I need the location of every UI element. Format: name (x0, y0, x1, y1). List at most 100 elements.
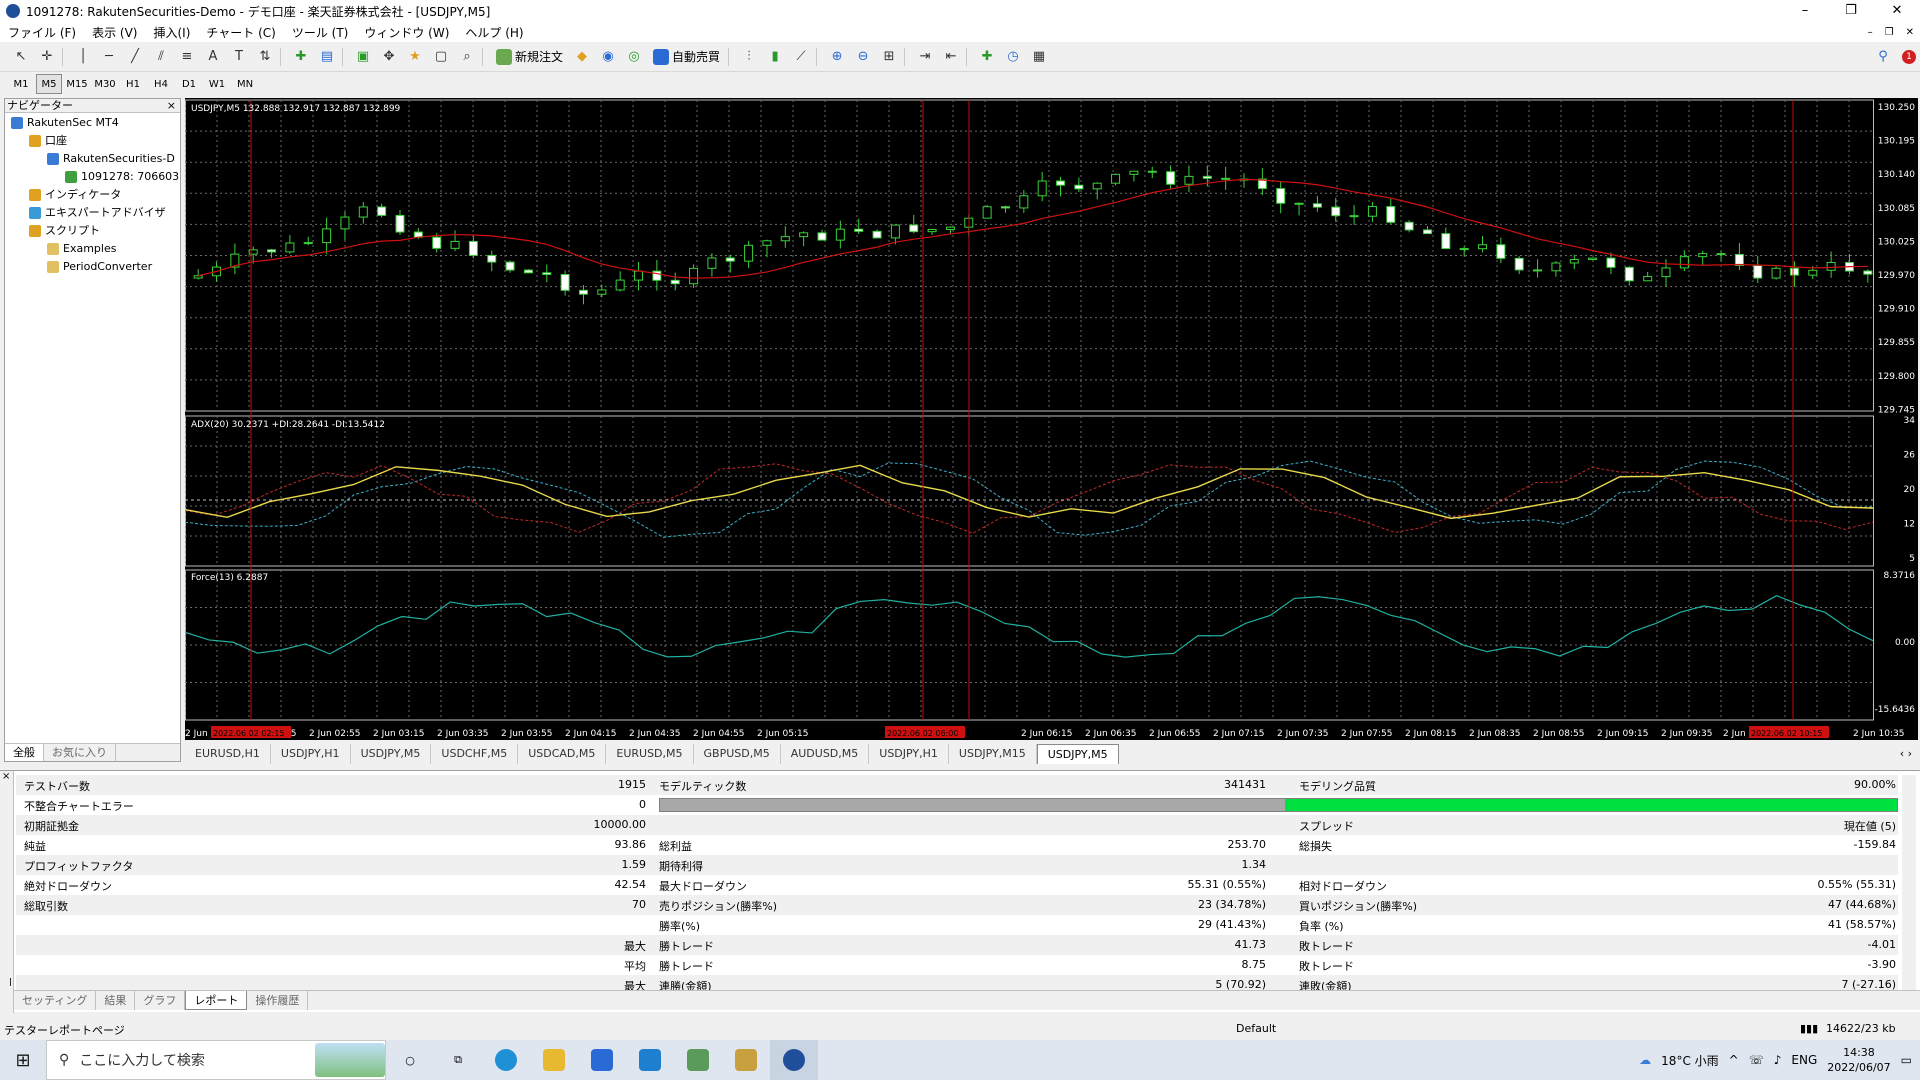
tester-icon[interactable]: ⌕ (463, 49, 471, 64)
chart-shift-icon[interactable]: ⇤ (945, 49, 957, 64)
new-order-button[interactable]: 新規注文 (492, 46, 567, 68)
tester-tab[interactable]: 操作履歴 (247, 991, 309, 1010)
chart-tab[interactable]: USDJPY,M15 (949, 744, 1037, 764)
lang-indicator[interactable]: ENG (1791, 1053, 1818, 1067)
mdi-restore-icon[interactable]: ❐ (1884, 26, 1894, 38)
tree-item[interactable]: インディケータ (29, 187, 121, 203)
zoom-in-icon[interactable]: ⊕ (831, 49, 843, 64)
search-icon[interactable]: ⚲ (1878, 49, 1888, 64)
timeframe-d1[interactable]: D1 (181, 79, 197, 90)
menu-item-5[interactable]: ウィンドウ (W) (364, 25, 450, 40)
tree-item[interactable]: 1091278: 706603 (65, 169, 179, 185)
tree-item[interactable]: エキスパートアドバイザ (29, 205, 166, 221)
timeframe-h4[interactable]: H4 (154, 79, 168, 90)
mdi-close-icon[interactable]: ✕ (1905, 26, 1914, 38)
tree-item[interactable]: RakutenSec MT4 (11, 115, 119, 131)
indicators-icon[interactable]: ✚ (981, 49, 993, 64)
chart-tab[interactable]: USDJPY,H1 (271, 744, 351, 764)
label-icon[interactable]: T (235, 49, 243, 64)
tester-tab[interactable]: レポート (185, 991, 248, 1010)
navigator-close-icon[interactable]: × (166, 99, 176, 112)
task-view-icon[interactable]: ⧉ (454, 1053, 462, 1066)
menu-item-2[interactable]: 挿入(I) (153, 25, 191, 40)
timeframe-w1[interactable]: W1 (208, 79, 226, 90)
tile-windows-icon[interactable]: ⊞ (883, 49, 895, 64)
timeframe-h1[interactable]: H1 (126, 79, 140, 90)
minimize-button[interactable]: – (1801, 3, 1809, 18)
report-scrollbar[interactable] (1902, 775, 1916, 995)
channel-icon[interactable]: ⫽ (158, 49, 164, 64)
menu-item-6[interactable]: ヘルプ (H) (465, 25, 524, 40)
action-center-icon[interactable]: ▭ (1900, 1053, 1912, 1067)
chart-tab[interactable]: USDJPY,M5 (351, 744, 432, 764)
tray-chevron-icon[interactable]: ^ (1728, 1053, 1739, 1067)
volume-icon[interactable]: ♪ (1773, 1053, 1782, 1067)
chart-tab[interactable]: USDCAD,M5 (518, 744, 607, 764)
network-icon[interactable]: ☏ (1748, 1053, 1764, 1067)
horizontal-line-icon[interactable]: ─ (105, 49, 113, 64)
menu-item-4[interactable]: ツール (T) (291, 25, 349, 40)
autoscroll-icon[interactable]: ⇥ (919, 49, 931, 64)
signals-icon[interactable]: ◉ (602, 49, 614, 64)
new-chart-icon[interactable]: ✚ (295, 49, 307, 64)
tree-item[interactable]: PeriodConverter (47, 259, 152, 275)
periods-icon[interactable]: ◷ (1007, 49, 1019, 64)
edge-icon[interactable] (482, 1040, 530, 1080)
price-chart[interactable]: USDJPY,M5 132.888 132.917 132.887 132.89… (185, 98, 1918, 740)
tree-item[interactable]: RakutenSecurities-D (47, 151, 175, 167)
trendline-icon[interactable]: ╱ (131, 49, 139, 64)
tester-close-icon[interactable]: × (2, 771, 11, 782)
chart-tab[interactable]: USDJPY,M5 (1036, 744, 1119, 764)
mt4-icon[interactable] (770, 1040, 818, 1080)
clock[interactable]: 14:38 2022/06/07 (1827, 1045, 1890, 1075)
timeframe-mn[interactable]: MN (236, 79, 254, 90)
auto-trade-button[interactable]: 自動売買 (649, 46, 724, 68)
line-chart-icon[interactable]: ⟋ (796, 49, 806, 64)
timeframe-m15[interactable]: M15 (66, 79, 88, 90)
tree-item[interactable]: Examples (47, 241, 116, 257)
chart-tab[interactable]: GBPUSD,M5 (694, 744, 781, 764)
candlestick-icon[interactable]: ▮ (771, 49, 779, 64)
tree-item[interactable]: スクリプト (29, 223, 100, 239)
tab-general[interactable]: 全般 (5, 744, 44, 761)
chart-tab[interactable]: USDCHF,M5 (431, 744, 519, 764)
notifications-icon[interactable]: 1 (1898, 46, 1920, 68)
chart-tab[interactable]: AUDUSD,M5 (781, 744, 870, 764)
profiles-icon[interactable]: ▤ (320, 49, 334, 64)
chart-window[interactable]: USDJPY,M5 132.888 132.917 132.887 132.89… (185, 98, 1918, 740)
tree-item[interactable]: 口座 (29, 133, 67, 149)
tablet-app-icon[interactable] (674, 1040, 722, 1080)
text-icon[interactable]: A (208, 49, 218, 64)
chart-tab[interactable]: EURUSD,M5 (606, 744, 694, 764)
templates-icon[interactable]: ▦ (1032, 49, 1046, 64)
timeframe-m1[interactable]: M1 (13, 79, 29, 90)
terminal-icon[interactable]: ▢ (434, 49, 448, 64)
chart-tabs-arrows-icon[interactable]: ‹ › (1899, 747, 1912, 760)
vertical-line-icon[interactable]: │ (79, 49, 87, 64)
restore-button[interactable]: ❐ (1845, 3, 1857, 18)
tab-favorites[interactable]: お気に入り (44, 744, 116, 761)
chart-tab[interactable]: EURUSD,H1 (185, 744, 271, 764)
timeframe-m5[interactable]: M5 (36, 74, 62, 94)
mdi-minimize-icon[interactable]: – (1867, 26, 1873, 38)
metaeditor-icon[interactable]: ◆ (577, 49, 588, 64)
taskbar-search[interactable]: ⚲ ここに入力して検索 (46, 1040, 386, 1080)
menu-item-1[interactable]: 表示 (V) (92, 25, 138, 40)
fibonacci-icon[interactable]: ≡ (181, 49, 193, 64)
menu-item-0[interactable]: ファイル (F) (8, 25, 77, 40)
chart-tab[interactable]: USDJPY,H1 (869, 744, 949, 764)
data-window-icon[interactable]: ✥ (383, 49, 395, 64)
market-watch-icon[interactable]: ▣ (356, 49, 370, 64)
tester-tab[interactable]: グラフ (135, 991, 186, 1010)
zoom-out-icon[interactable]: ⊖ (857, 49, 869, 64)
menu-item-3[interactable]: チャート (C) (206, 25, 276, 40)
cursor-icon[interactable]: ↖ (15, 49, 27, 64)
store-icon[interactable] (578, 1040, 626, 1080)
cortana-icon[interactable]: ○ (405, 1053, 415, 1067)
navigator-icon[interactable]: ★ (409, 49, 421, 64)
tester-tab[interactable]: セッティング (14, 991, 97, 1010)
tester-tab[interactable]: 結果 (96, 991, 136, 1010)
archive-icon[interactable] (722, 1040, 770, 1080)
windows-start-icon[interactable]: ⊞ (15, 1049, 31, 1071)
explorer-icon[interactable] (530, 1040, 578, 1080)
